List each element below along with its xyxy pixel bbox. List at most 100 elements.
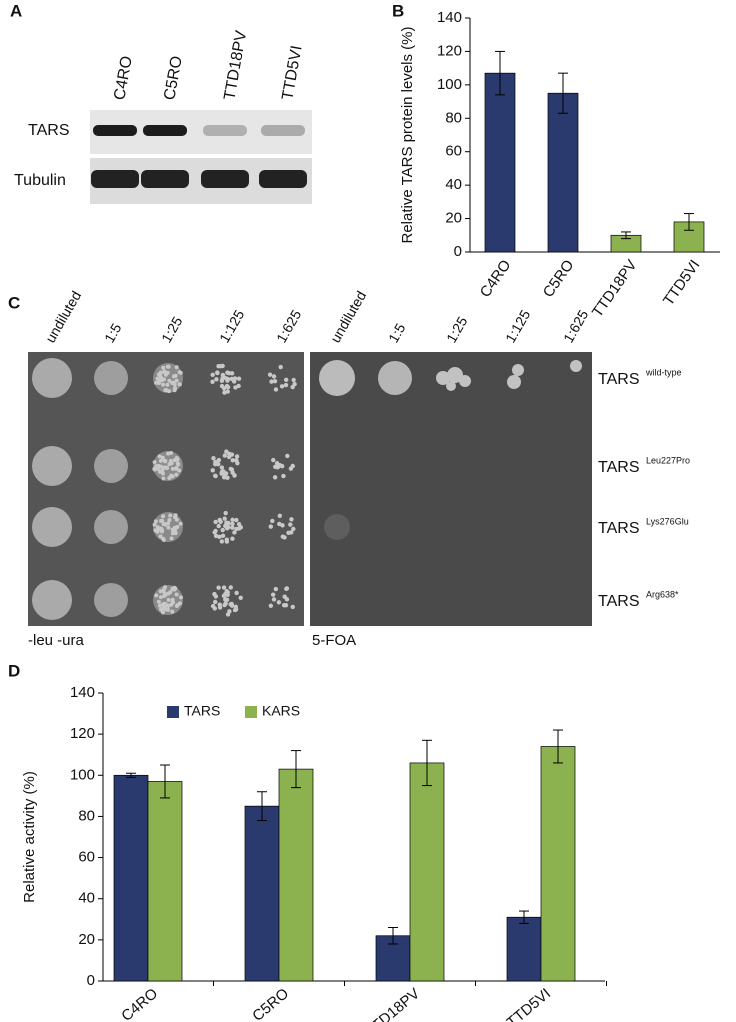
legend-label: KARS — [262, 703, 300, 719]
colony — [272, 475, 278, 480]
colony — [222, 602, 227, 608]
colony — [167, 378, 172, 383]
colony — [170, 600, 175, 605]
y-tick-label: 100 — [70, 766, 95, 783]
media-label: -leu -ura — [28, 632, 85, 649]
x-tick-label: C5RO — [249, 985, 292, 1022]
colony — [158, 595, 163, 600]
colony — [225, 612, 231, 617]
y-axis-label: Relative TARS protein levels (%) — [399, 26, 416, 243]
colony — [158, 373, 163, 378]
colony — [238, 595, 243, 601]
colony — [224, 376, 229, 381]
y-tick-label: 0 — [87, 972, 95, 989]
colony — [229, 452, 235, 457]
colony — [277, 513, 283, 518]
bar — [409, 762, 445, 982]
y-tick-label: 100 — [437, 76, 462, 93]
colony — [230, 521, 235, 527]
y-tick-label: 40 — [78, 890, 95, 907]
colony — [153, 519, 158, 524]
y-tick-label: 120 — [437, 42, 462, 59]
colony — [158, 458, 163, 463]
colony — [223, 597, 228, 602]
colony — [279, 464, 285, 469]
strain-label: TARS — [598, 371, 639, 388]
colony — [164, 388, 169, 393]
colony — [225, 370, 230, 375]
plate — [28, 352, 304, 626]
colony — [234, 590, 239, 596]
colony — [281, 473, 286, 479]
allele-label: wild-type — [645, 367, 682, 377]
colony — [219, 471, 224, 476]
colony — [161, 365, 166, 370]
colony — [279, 384, 285, 389]
colony — [232, 607, 238, 613]
colony — [211, 456, 216, 461]
colony — [159, 518, 164, 523]
row-label: TARS — [28, 122, 69, 139]
colony — [230, 525, 235, 530]
colony — [271, 374, 277, 379]
colony — [212, 599, 218, 605]
colony — [223, 471, 229, 476]
y-tick-label: 80 — [445, 109, 462, 126]
lane-label: TTD5VI — [279, 44, 305, 101]
colony — [230, 470, 235, 475]
colony — [178, 521, 183, 526]
colony — [174, 517, 179, 522]
colony — [269, 379, 274, 384]
y-tick-label: 20 — [78, 931, 95, 948]
colony — [167, 475, 172, 480]
colony — [168, 513, 173, 518]
colony — [230, 517, 235, 523]
colony — [276, 464, 281, 469]
colony — [282, 594, 287, 599]
colony — [160, 467, 165, 472]
colony — [459, 375, 471, 387]
colony — [157, 603, 162, 608]
colony — [276, 600, 282, 605]
spot — [378, 361, 412, 395]
strain-label: TARS — [598, 593, 639, 610]
colony — [156, 599, 161, 604]
colony — [175, 603, 180, 608]
colony — [163, 601, 168, 606]
colony — [219, 465, 225, 470]
spot — [32, 446, 72, 486]
colony — [226, 525, 231, 530]
bar — [484, 72, 516, 253]
row-label: Tubulin — [14, 172, 66, 189]
colony — [270, 518, 275, 524]
dilution-label: 1:5 — [385, 320, 409, 345]
colony — [161, 377, 166, 382]
dilution-label: undiluted — [327, 288, 369, 345]
colony — [164, 465, 169, 470]
colony — [212, 530, 217, 535]
colony — [174, 592, 179, 597]
colony — [219, 378, 225, 384]
colony — [232, 379, 237, 384]
colony — [223, 510, 228, 516]
colony — [268, 603, 274, 608]
colony — [230, 458, 235, 463]
colony — [210, 468, 215, 473]
colony — [177, 382, 182, 387]
colony — [174, 472, 179, 477]
dilution-label: 1:625 — [560, 307, 591, 346]
y-tick-label: 40 — [445, 176, 462, 193]
colony — [225, 389, 230, 394]
colony — [210, 379, 215, 385]
colony — [152, 460, 157, 465]
allele-label: Arg638* — [646, 589, 679, 599]
colony — [288, 522, 293, 527]
colony — [160, 529, 165, 534]
colony — [283, 382, 289, 388]
colony — [285, 453, 290, 459]
colony — [224, 383, 230, 389]
y-tick-label: 20 — [445, 210, 462, 227]
colony — [170, 466, 175, 471]
colony — [166, 525, 171, 530]
colony — [221, 475, 227, 480]
